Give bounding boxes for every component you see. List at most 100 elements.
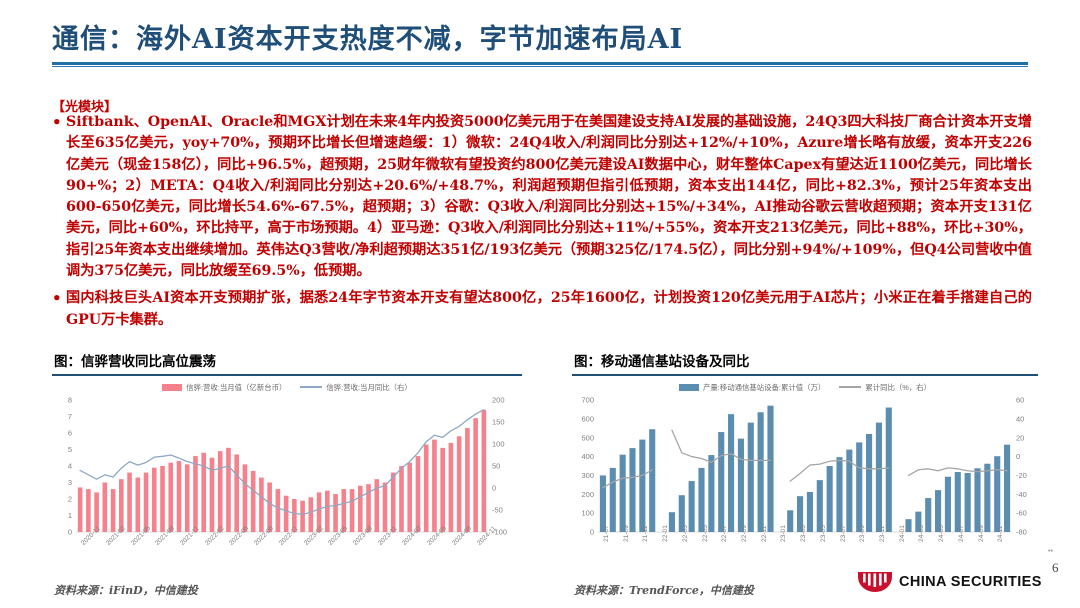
- svg-text:100: 100: [492, 440, 505, 449]
- axis-tick-label: 21-11: [642, 525, 650, 542]
- title-underline-thin: [52, 66, 1028, 68]
- axis-tick-label: 24-05: [938, 525, 946, 542]
- list-item: • 国内科技巨头AI资本开支预期扩张，据悉24年字节资本开支有望达800亿，25…: [52, 288, 1032, 331]
- svg-text:1: 1: [68, 511, 72, 520]
- slide-header: 通信：海外AI资本开支热度不减，字节加速布局AI: [52, 24, 1028, 68]
- section-heading: 【光模块】: [52, 100, 118, 115]
- svg-text:0: 0: [1016, 452, 1020, 461]
- chart-xinhua-revenue: 信骅:营收:当月值（亿新台币） 信骅:营收:当月同比（右） 0 1 2 3 4 5 6 7 8 -…: [52, 380, 522, 576]
- axis-tick-label: 24-07: [957, 525, 965, 542]
- legend-label: 累计同比（%，右）: [865, 382, 932, 392]
- axis-tick-label: 23-01: [780, 525, 788, 542]
- page-number: 6: [1052, 560, 1059, 575]
- legend-swatch-bar-icon: [678, 383, 699, 391]
- axis-tick-label: 21-09: [622, 525, 630, 542]
- svg-text:-50: -50: [492, 506, 503, 515]
- svg-text:-60: -60: [1016, 509, 1027, 518]
- svg-text:0: 0: [492, 484, 496, 493]
- svg-text:60: 60: [1016, 396, 1024, 405]
- svg-text:-80: -80: [1016, 528, 1027, 537]
- axis-tick-label: 22-09: [740, 525, 748, 542]
- svg-text:-100: -100: [492, 528, 507, 537]
- svg-text:300: 300: [581, 471, 594, 480]
- svg-text:2: 2: [68, 495, 72, 504]
- svg-text:600: 600: [581, 414, 594, 423]
- axis-tick-label: 22-11: [760, 525, 768, 542]
- chart-legend: 产量:移动通信基站设备:累计值（万） 累计同比（%，右）: [572, 380, 1038, 394]
- chart-left-plot: 0 1 2 3 4 5 6 7 8 -100 -50 0 50 100 150 200: [52, 396, 522, 538]
- svg-text:5: 5: [68, 445, 72, 454]
- figure-left: 图：信骅营收同比高位震荡 信骅:营收:当月值（亿新台币） 信骅:营收:当月同比（…: [52, 350, 522, 598]
- svg-text:0: 0: [68, 528, 72, 537]
- axis-tick-label: 23-11: [878, 525, 886, 542]
- brand-name: CHINA SECURITIES: [899, 574, 1042, 590]
- axis-tick-label: 22-01: [662, 525, 670, 542]
- svg-text:20: 20: [1016, 433, 1024, 442]
- axis-tick-label: 22-03: [681, 525, 689, 542]
- svg-text:3: 3: [68, 478, 72, 487]
- figure-left-title: 图：信骅营收同比高位震荡: [54, 354, 216, 370]
- chart-right-svg: 0 100 200 300 400 500 600 700 -80 -60 -40 -20 0 20 40 6…: [581, 396, 1027, 537]
- axis-tick-label: 23-05: [819, 525, 827, 542]
- figure-right: 图：移动通信基站设备及同比 产量:移动通信基站设备:累计值（万） 累计同比（%，…: [572, 350, 1038, 598]
- svg-text:100: 100: [581, 509, 594, 518]
- legend-item-bar: 信骅:营收:当月值（亿新台币）: [162, 382, 286, 393]
- bullet-marker-icon: •: [52, 289, 62, 308]
- figure-right-source: 资料来源：TrendForce，中信建投: [574, 584, 754, 597]
- figure-left-source: 资料来源：iFinD，中信建投: [54, 584, 198, 597]
- axis-tick-label: 23-09: [859, 525, 867, 542]
- chart-right-plot: 0 100 200 300 400 500 600 700 -80 -60 -40 -20 0 20 40 6…: [572, 396, 1038, 538]
- svg-text:400: 400: [581, 452, 594, 461]
- legend-item-line: 信骅:营收:当月同比（右）: [300, 382, 412, 393]
- chart-legend: 信骅:营收:当月值（亿新台币） 信骅:营收:当月同比（右）: [52, 380, 522, 394]
- chart-left-xaxis: 2020-11 2021-02 2021-05 2021-08 2021-11 2022-…: [52, 525, 522, 580]
- axis-tick-label: 24-03: [918, 525, 926, 542]
- figure-left-rule: [52, 374, 522, 376]
- bullet-text: Siftbank、OpenAI、Oracle和MGX计划在未来4年内投资5000…: [66, 114, 1032, 280]
- svg-text:0: 0: [590, 528, 594, 537]
- legend-label: 信骅:营收:当月同比（右）: [326, 382, 412, 392]
- svg-text:4: 4: [68, 462, 72, 471]
- svg-text:200: 200: [492, 396, 505, 405]
- axis-tick-label: 24-11: [997, 525, 1005, 542]
- figure-right-title: 图：移动通信基站设备及同比: [574, 354, 750, 370]
- svg-text:40: 40: [1016, 414, 1024, 423]
- svg-text:200: 200: [581, 490, 594, 499]
- list-item: • Siftbank、OpenAI、Oracle和MGX计划在未来4年内投资50…: [52, 112, 1032, 282]
- chart-basestation-output: 产量:移动通信基站设备:累计值（万） 累计同比（%，右） 0 100 200 300 4…: [572, 380, 1038, 576]
- page-title: 通信：海外AI资本开支热度不减，字节加速布局AI: [52, 24, 684, 55]
- svg-text:500: 500: [581, 433, 594, 442]
- legend-swatch-line-icon: [300, 386, 323, 388]
- axis-tick-label: 24-01: [898, 525, 906, 542]
- legend-swatch-bar-icon: [162, 383, 183, 391]
- svg-text:150: 150: [492, 418, 505, 427]
- bullet-list: • Siftbank、OpenAI、Oracle和MGX计划在未来4年内投资50…: [52, 112, 1032, 337]
- svg-text:50: 50: [492, 462, 500, 471]
- brand-logo: CHINA SECURITIES: [858, 572, 1042, 592]
- svg-text:7: 7: [68, 412, 72, 421]
- bullet-marker-icon: •: [52, 113, 62, 131]
- legend-item-line: 累计同比（%，右）: [839, 382, 931, 393]
- china-securities-logo-icon: [858, 572, 892, 592]
- axis-tick-label: 23-03: [800, 525, 808, 542]
- svg-text:-40: -40: [1016, 490, 1027, 499]
- svg-text:-20: -20: [1016, 471, 1027, 480]
- axis-tick-label: 23-07: [839, 525, 847, 542]
- title-underline: [52, 62, 1028, 66]
- axis-tick-label: 22-07: [721, 525, 729, 542]
- legend-label: 信骅:营收:当月值（亿新台币）: [186, 382, 287, 392]
- chart-left-svg: 0 1 2 3 4 5 6 7 8 -100 -50 0 50 100 150 200: [68, 396, 507, 537]
- legend-swatch-line-icon: [839, 386, 862, 388]
- axis-tick-label: 21-07: [602, 525, 610, 542]
- svg-text:8: 8: [68, 396, 72, 405]
- figure-right-rule: [572, 374, 1038, 376]
- bullet-text: 国内科技巨头AI资本开支预期扩张，据悉24年字节资本开支有望达800亿，25年1…: [66, 290, 1032, 328]
- svg-text:6: 6: [68, 429, 72, 438]
- corner-marker-icon: ••: [1048, 548, 1053, 555]
- axis-tick-label: 22-05: [701, 525, 709, 542]
- legend-label: 产量:移动通信基站设备:累计值（万）: [702, 382, 826, 392]
- svg-text:700: 700: [581, 396, 594, 405]
- axis-tick-label: 24-09: [977, 525, 985, 542]
- legend-item-bar: 产量:移动通信基站设备:累计值（万）: [678, 382, 826, 393]
